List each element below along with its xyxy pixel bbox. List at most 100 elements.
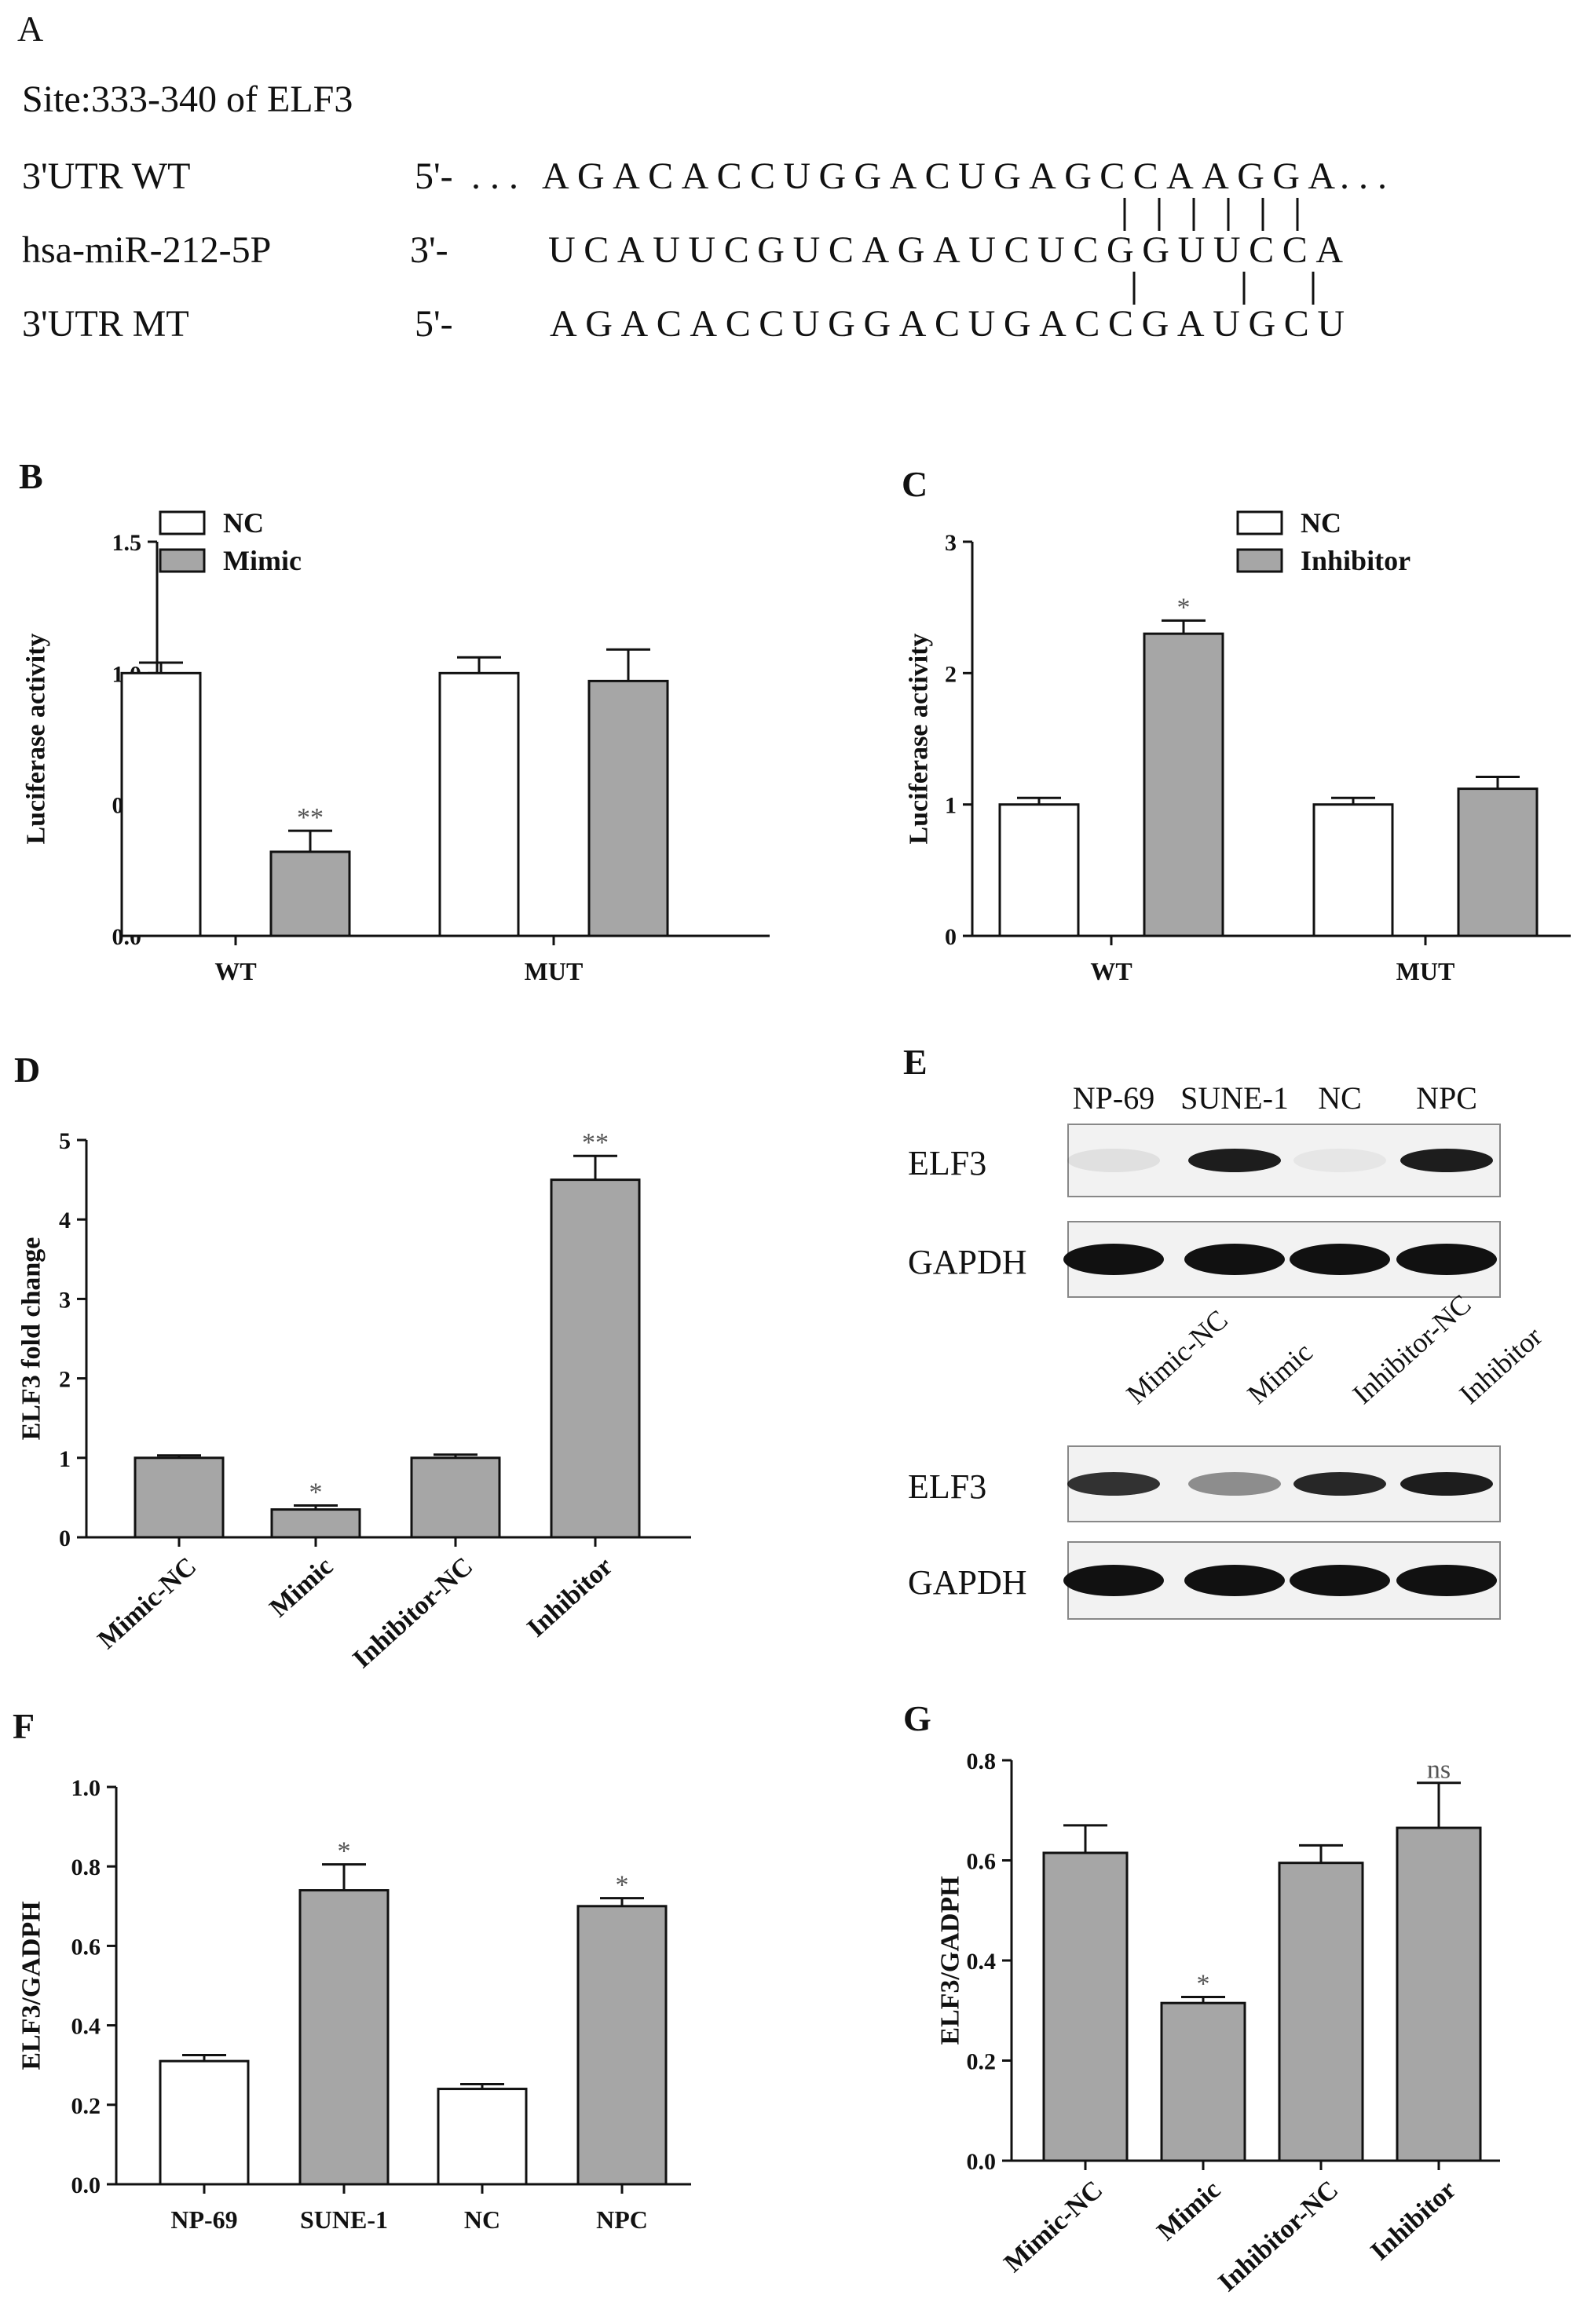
- blot1-gapdh-band: [1396, 1244, 1497, 1275]
- panel-f-label: F: [13, 1706, 35, 1746]
- chart-f: 0.0 0.2 0.4 0.6 0.8 1.0 ELF3/GADPH NP-69 SUNE-1 N…: [17, 1775, 691, 2234]
- chart-d-significance-label: **: [582, 1128, 609, 1157]
- blot2-gapdh-row-label: GAPDH: [908, 1563, 1027, 1602]
- chart-d-y-tick-label: 0: [59, 1526, 71, 1551]
- blot2-elf3-band: [1188, 1472, 1281, 1496]
- panel-e-blots: NP-69 SUNE-1 NC NPC ELF3 GAPDH Mimic-NC Mimic In…: [908, 1080, 1548, 1620]
- seq-row-mirna-sequence: UCAUUCGUCAGAUCUCGGUUCCA: [548, 229, 1343, 271]
- chart-b-legend-swatch: [159, 510, 206, 535]
- chart-b-bar: [269, 850, 351, 937]
- blot2-gapdh-band: [1290, 1565, 1390, 1596]
- seq-row-mirna-prime: 3'-: [410, 229, 448, 271]
- blot2-elf3-band: [1293, 1472, 1386, 1496]
- chart-f-y-tick-label: 0.2: [71, 2093, 101, 2119]
- blot1-gapdh-row-label: GAPDH: [908, 1243, 1027, 1281]
- chart-f-y-tick-label: 0.6: [71, 1934, 101, 1960]
- chart-b-legend-swatch: [159, 548, 206, 573]
- chart-b-bar: [587, 679, 669, 937]
- chart-d-bar: [134, 1456, 225, 1539]
- chart-f-bar: [298, 1889, 390, 2186]
- chart-c-bar: [1143, 632, 1224, 937]
- chart-c-legend-swatch: [1236, 548, 1283, 573]
- blot2-elf3-band: [1067, 1472, 1160, 1496]
- blot1-lane-label: NPC: [1416, 1080, 1477, 1116]
- chart-g-y-tick-label: 0.8: [967, 1748, 997, 1774]
- seq-row-mirna-name: hsa-miR-212-5P: [22, 229, 271, 271]
- chart-c-significance-label: *: [1177, 593, 1191, 622]
- chart-b-significance-label: **: [297, 803, 324, 832]
- seq-row-wt-sequence: AGACACCUGGACUGAGCCAAGGA: [542, 155, 1335, 197]
- chart-d-y-tick-label: 1: [59, 1446, 71, 1472]
- chart-d-x-tick-label: Inhibitor: [521, 1551, 618, 1643]
- panel-c-label: C: [902, 464, 928, 504]
- chart-c-bar: [998, 803, 1080, 937]
- seq-row-mt-sequence: AGACACCUGGACUGACCGAUGCU: [550, 303, 1345, 345]
- chart-c-y-tick-label: 1: [945, 793, 957, 819]
- blot2-elf3-row-label: ELF3: [908, 1467, 986, 1506]
- chart-f-x-tick-label: SUNE-1: [300, 2205, 388, 2234]
- panel-a: A Site:333-340 of ELF3 3'UTR WT 5'- . . …: [17, 9, 1387, 345]
- chart-c-y-tick-label: 2: [945, 661, 957, 687]
- chart-g-significance-label: *: [1197, 1970, 1210, 1999]
- blot2-gapdh-band: [1396, 1565, 1497, 1596]
- chart-g-bar: [1042, 1851, 1129, 2162]
- chart-g-x-tick-label: Inhibitor-NC: [1213, 2175, 1344, 2297]
- chart-c-legend-swatch: [1236, 510, 1283, 535]
- chart-d-bar: [550, 1178, 641, 1539]
- chart-d-y-tick-label: 3: [59, 1287, 71, 1313]
- blot1-lane-label: NC: [1318, 1080, 1362, 1116]
- blot2-lane-label: Mimic-NC: [1121, 1303, 1234, 1409]
- chart-b-y-axis-label: Luciferase activity: [22, 633, 51, 844]
- chart-g-x-tick-label: Inhibitor: [1365, 2175, 1462, 2266]
- blot1-gapdh-band: [1063, 1244, 1164, 1275]
- seq-row-wt-prime: 5'-: [415, 155, 453, 197]
- chart-d-y-tick-label: 4: [59, 1208, 71, 1233]
- seq-row-mt-prime: 5'-: [415, 303, 453, 345]
- chart-g-bar: [1160, 2001, 1246, 2162]
- chart-b-x-tick-label: WT: [214, 957, 256, 985]
- panel-a-label: A: [17, 9, 43, 49]
- blot2-gapdh-band: [1184, 1565, 1285, 1596]
- chart-c: 0 1 2 3 Luciferase activity WT MUT * NC Inhibitor: [905, 507, 1571, 985]
- chart-b-legend-label: Mimic: [223, 545, 302, 576]
- chart-c-x-tick-label: MUT: [1396, 957, 1455, 985]
- blot2-lane-label: Mimic: [1242, 1336, 1319, 1410]
- panel-d-label: D: [14, 1050, 40, 1090]
- chart-f-bar: [576, 1905, 668, 2186]
- chart-d-x-tick-label: Inhibitor-NC: [347, 1551, 478, 1674]
- chart-g-x-tick-label: Mimic-NC: [999, 2175, 1109, 2278]
- chart-c-y-tick-label: 0: [945, 924, 957, 950]
- chart-f-y-tick-label: 0.4: [71, 2014, 101, 2040]
- chart-c-legend-label: Inhibitor: [1301, 545, 1411, 576]
- chart-f-x-tick-label: NP-69: [170, 2205, 237, 2234]
- seq-row-mt-name: 3'UTR MT: [22, 303, 189, 345]
- blot1-elf3-row-label: ELF3: [908, 1144, 986, 1182]
- blot1-elf3-band: [1293, 1149, 1386, 1172]
- seq-row-wt-suffix: . . .: [1340, 155, 1387, 197]
- blot1-elf3-band: [1400, 1149, 1493, 1172]
- chart-f-significance-label: *: [338, 1837, 351, 1866]
- site-label: Site:333-340 of ELF3: [22, 79, 353, 120]
- chart-b-x-tick-label: MUT: [525, 957, 584, 985]
- chart-g-bar: [1396, 1826, 1482, 2162]
- chart-d-bar: [270, 1508, 361, 1539]
- chart-b-legend-label: NC: [223, 507, 264, 539]
- chart-c-y-axis-label: Luciferase activity: [905, 633, 934, 844]
- blot2-gapdh-band: [1063, 1565, 1164, 1596]
- panel-g-label: G: [903, 1698, 931, 1738]
- blot1-lane-label: SUNE-1: [1180, 1080, 1289, 1116]
- chart-d-significance-label: *: [309, 1478, 323, 1507]
- chart-b-bar: [120, 671, 202, 937]
- chart-g-x-tick-label: Mimic: [1151, 2175, 1226, 2246]
- chart-b-bar: [438, 671, 520, 937]
- chart-g-bar: [1278, 1862, 1364, 2162]
- chart-f-significance-label: *: [616, 1871, 629, 1900]
- base-pairing-lines-bottom: [1132, 272, 1315, 305]
- chart-g-y-axis-label: ELF3/GADPH: [936, 1876, 965, 2044]
- chart-g-significance-label: ns: [1427, 1756, 1451, 1785]
- seq-row-wt-prefix: . . .: [471, 155, 518, 197]
- blot2-lane-label: Inhibitor: [1454, 1321, 1548, 1410]
